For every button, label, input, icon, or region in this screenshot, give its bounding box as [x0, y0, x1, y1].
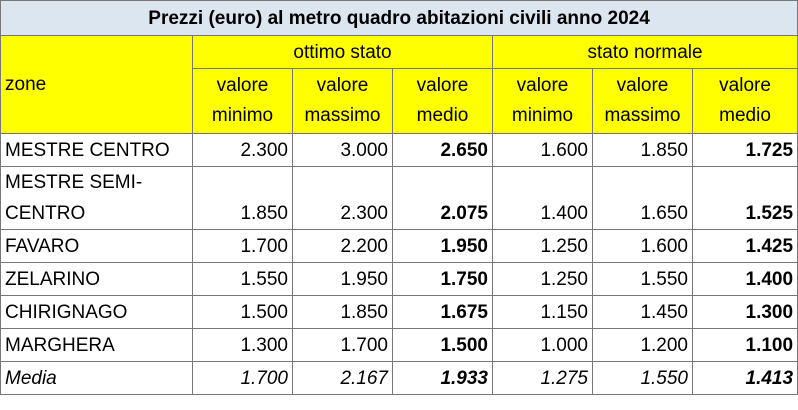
- subheader: valore medio: [392, 68, 493, 134]
- price-cell: 1.500: [392, 328, 493, 362]
- data-row: FAVARO 1.700 2.200 1.950 1.250 1.600 1.425: [0, 229, 798, 263]
- group-header: stato normale: [491, 35, 798, 69]
- price-cell: 1.000: [492, 328, 593, 362]
- group-header: ottimo stato: [192, 35, 493, 69]
- title-row: Prezzi (euro) al metro quadro abitazioni…: [0, 0, 798, 36]
- subheader-row: valore minimo valore massimo valore medio v…: [1, 68, 798, 134]
- group-row: zone ottimo stato stato normale: [0, 35, 798, 134]
- price-cell: 2.075: [392, 166, 493, 230]
- zone-header: zone: [0, 35, 193, 134]
- price-cell: 3.000: [292, 133, 393, 167]
- price-cell: 2.300: [292, 166, 393, 230]
- price-cell: 1.525: [691, 166, 798, 230]
- price-cell: 1.100: [691, 328, 798, 362]
- zone-name: MARGHERA: [0, 328, 193, 362]
- data-row: MESTRE CENTRO 2.300 3.000 2.650 1.600 1.850 1.…: [0, 133, 798, 167]
- price-cell: 1.550: [192, 262, 293, 296]
- zone-name: ZELARINO: [0, 262, 193, 296]
- subheader: valore massimo: [292, 68, 393, 134]
- zone-name: MESTRE SEMI-CENTRO: [0, 166, 193, 230]
- data-row: Media 1.700 2.167 1.933 1.275 1.550 1.413: [0, 361, 798, 395]
- price-cell: 1.850: [592, 133, 693, 167]
- subheader: valore massimo: [592, 68, 693, 134]
- price-cell: 1.250: [492, 229, 593, 263]
- price-cell: 1.150: [492, 295, 593, 329]
- price-cell: 1.700: [192, 229, 293, 263]
- price-cell: 1.400: [691, 262, 798, 296]
- price-cell: 1.300: [691, 295, 798, 329]
- price-cell: 2.167: [292, 361, 393, 395]
- price-cell: 1.725: [691, 133, 798, 167]
- zone-name: CHIRIGNAGO: [0, 295, 193, 329]
- zone-name: MESTRE CENTRO: [0, 133, 193, 167]
- price-cell: 1.300: [192, 328, 293, 362]
- price-cell: 1.650: [592, 166, 693, 230]
- table-title: Prezzi (euro) al metro quadro abitazioni…: [0, 0, 798, 36]
- price-cell: 1.850: [192, 166, 293, 230]
- price-cell: 1.700: [192, 361, 293, 395]
- price-cell: 2.300: [192, 133, 293, 167]
- zone-name: FAVARO: [0, 229, 193, 263]
- price-cell: 2.200: [292, 229, 393, 263]
- price-cell: 1.600: [492, 133, 593, 167]
- data-row: MESTRE SEMI-CENTRO 1.850 2.300 2.075 1.400 1.…: [0, 166, 798, 230]
- table-body: Prezzi (euro) al metro quadro abitazioni…: [0, 0, 798, 395]
- price-cell: 1.600: [592, 229, 693, 263]
- data-row: CHIRIGNAGO 1.500 1.850 1.675 1.150 1.450 1.300: [0, 295, 798, 329]
- price-cell: 1.675: [392, 295, 493, 329]
- price-cell: 1.275: [492, 361, 593, 395]
- price-cell: 1.550: [592, 262, 693, 296]
- subheader: valore minimo: [192, 68, 293, 134]
- subheader: valore medio: [691, 68, 798, 134]
- price-cell: 1.413: [691, 361, 798, 395]
- price-cell: 2.650: [392, 133, 493, 167]
- price-cell: 1.200: [592, 328, 693, 362]
- price-cell: 1.400: [492, 166, 593, 230]
- subheader: valore minimo: [492, 68, 593, 134]
- price-cell: 1.500: [192, 295, 293, 329]
- data-row: ZELARINO 1.550 1.950 1.750 1.250 1.550 1.400: [0, 262, 798, 296]
- price-cell: 1.550: [592, 361, 693, 395]
- price-cell: 1.750: [392, 262, 493, 296]
- price-cell: 1.425: [691, 229, 798, 263]
- price-cell: 1.250: [492, 262, 593, 296]
- price-cell: 1.700: [292, 328, 393, 362]
- price-cell: 1.950: [392, 229, 493, 263]
- data-row: MARGHERA 1.300 1.700 1.500 1.000 1.200 1.100: [0, 328, 798, 362]
- price-cell: 1.933: [392, 361, 493, 395]
- zone-name: Media: [0, 361, 193, 395]
- price-cell: 1.850: [292, 295, 393, 329]
- price-table: Prezzi (euro) al metro quadro abitazioni…: [0, 0, 798, 395]
- price-cell: 1.450: [592, 295, 693, 329]
- price-cell: 1.950: [292, 262, 393, 296]
